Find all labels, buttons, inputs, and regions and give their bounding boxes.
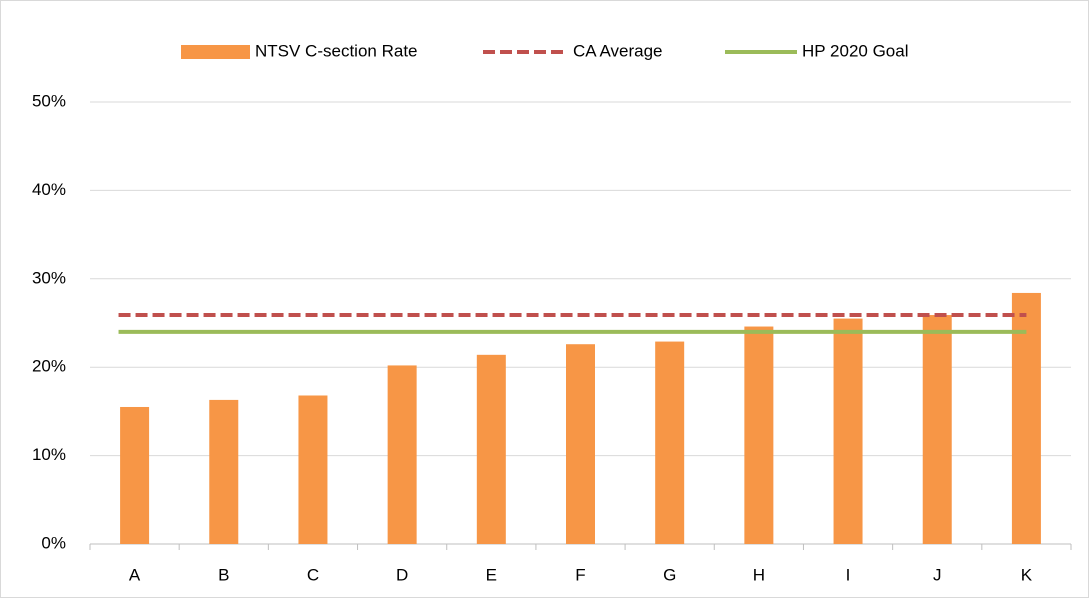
legend-swatch	[181, 45, 250, 59]
x-tick-label: B	[218, 565, 229, 584]
x-tick-label: D	[396, 565, 408, 584]
x-tick-label: A	[129, 565, 141, 584]
x-tick-label: H	[753, 565, 765, 584]
x-tick-label: E	[486, 565, 497, 584]
y-tick-label: 30%	[32, 268, 66, 287]
x-tick-label: K	[1021, 565, 1033, 584]
legend-label: NTSV C-section Rate	[255, 41, 418, 60]
bar	[476, 354, 506, 544]
bar	[120, 406, 150, 544]
x-tick-label: F	[575, 565, 585, 584]
bar	[387, 365, 417, 544]
x-tick-label: G	[663, 565, 676, 584]
bar	[298, 395, 328, 544]
bar	[655, 341, 685, 544]
legend-label: HP 2020 Goal	[802, 41, 908, 60]
bar	[566, 344, 595, 544]
y-tick-label: 10%	[32, 445, 66, 464]
x-tick-label: C	[307, 565, 319, 584]
bar	[209, 399, 239, 544]
y-tick-label: 20%	[32, 357, 66, 376]
bar	[1011, 292, 1041, 544]
x-tick-label: J	[933, 565, 942, 584]
legend-label: CA Average	[573, 41, 662, 60]
bar	[744, 326, 774, 544]
y-tick-label: 0%	[41, 533, 66, 552]
x-tick-label: I	[846, 565, 851, 584]
bar	[922, 315, 952, 544]
y-tick-label: 40%	[32, 180, 66, 199]
bar	[833, 318, 863, 544]
y-tick-label: 50%	[32, 91, 66, 110]
